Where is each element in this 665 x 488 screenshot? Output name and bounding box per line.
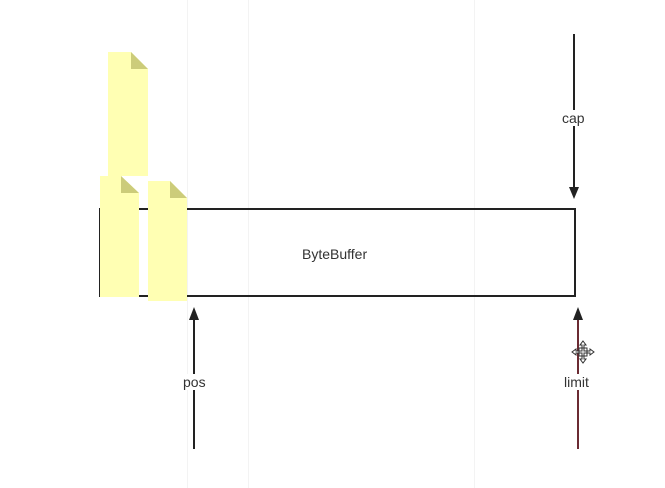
document-icon[interactable] bbox=[100, 176, 139, 297]
limit-label: limit bbox=[562, 374, 591, 390]
move-cursor-icon bbox=[571, 340, 595, 364]
cap-label: cap bbox=[560, 110, 587, 126]
gridline bbox=[248, 0, 249, 488]
gridline bbox=[187, 0, 188, 488]
gridline bbox=[474, 0, 475, 488]
limit-arrowhead bbox=[573, 307, 583, 320]
cap-arrowhead bbox=[569, 187, 579, 199]
document-icon[interactable] bbox=[108, 52, 148, 176]
pos-label: pos bbox=[181, 374, 208, 390]
bytebuffer-label: ByteBuffer bbox=[302, 246, 368, 262]
pos-arrowhead bbox=[189, 307, 199, 320]
document-icon[interactable] bbox=[148, 181, 187, 301]
